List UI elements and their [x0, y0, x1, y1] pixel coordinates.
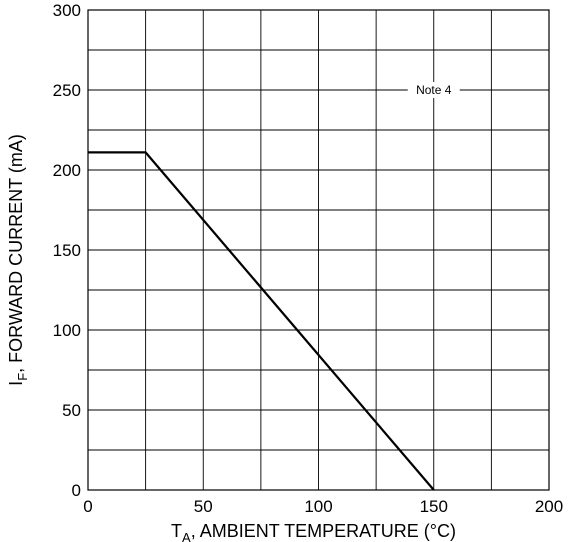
y-tick-label: 50	[62, 401, 81, 420]
x-tick-label: 200	[535, 497, 563, 516]
x-tick-label: 0	[83, 497, 92, 516]
annotation-background	[407, 82, 460, 98]
y-tick-label: 300	[53, 1, 81, 20]
y-axis-title-rest: , FORWARD CURRENT (mA)	[6, 134, 26, 373]
y-tick-label: 0	[72, 481, 81, 500]
y-tick-labels: 0 50 100 150 200 250 300	[53, 1, 81, 500]
y-axis-title-subscript: F	[15, 373, 30, 381]
y-axis-title-main: I	[6, 381, 26, 386]
y-tick-label: 150	[53, 241, 81, 260]
x-tick-label: 100	[304, 497, 332, 516]
series-line	[88, 151, 435, 491]
x-axis-title-main: T	[171, 521, 182, 541]
x-axis-title: TA, AMBIENT TEMPERATURE (°C)	[171, 521, 456, 542]
x-tick-labels: 0 50 100 150 200	[83, 497, 563, 516]
y-tick-label: 200	[53, 161, 81, 180]
x-tick-label: 50	[194, 497, 213, 516]
grid	[88, 10, 549, 490]
x-tick-label: 150	[420, 497, 448, 516]
annotation-label: Note 4	[416, 83, 452, 97]
x-axis-title-rest: , AMBIENT TEMPERATURE (°C)	[191, 521, 456, 541]
plot-frame	[87, 9, 550, 491]
series-layer	[88, 151, 435, 491]
y-axis-title: IF, FORWARD CURRENT (mA)	[6, 134, 30, 386]
y-tick-label: 100	[53, 321, 81, 340]
annotation-layer: Note 4	[407, 82, 460, 98]
y-tick-label: 250	[53, 81, 81, 100]
x-axis-title-subscript: A	[182, 530, 191, 542]
